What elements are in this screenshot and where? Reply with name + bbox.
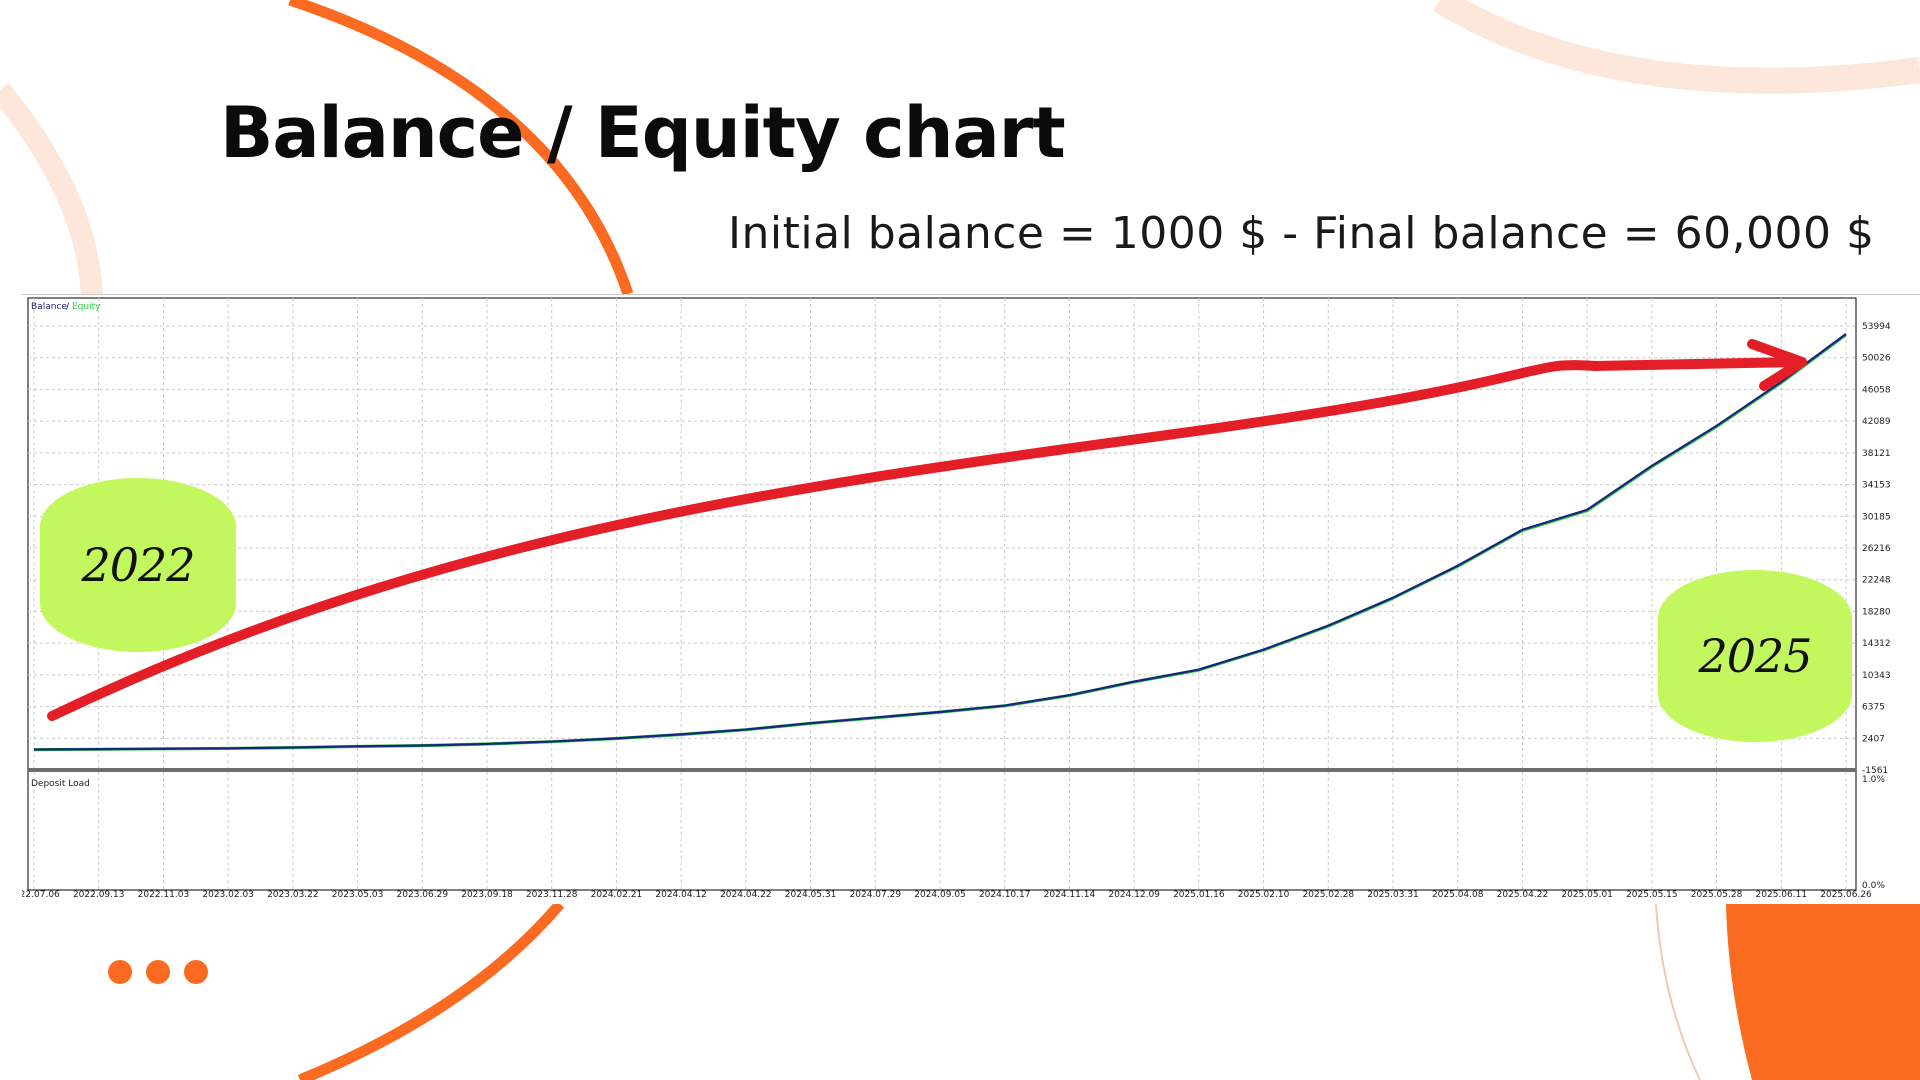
x-tick-label: 2024.11.14 bbox=[1044, 890, 1096, 900]
x-tick-label: 2024.02.21 bbox=[591, 890, 643, 900]
panel-separator bbox=[28, 768, 1856, 772]
x-tick-label: 2023.02.03 bbox=[202, 890, 254, 900]
x-tick-label: 2023.06.29 bbox=[397, 890, 449, 900]
x-tick-label: 2024.04.22 bbox=[720, 890, 772, 900]
thin-peach-arc bbox=[1655, 903, 1701, 1080]
page-title: Balance / Equity chart bbox=[220, 92, 1066, 174]
x-tick-label: 2022.07.06 bbox=[22, 890, 60, 900]
x-tick-label: 2025.06.11 bbox=[1756, 890, 1808, 900]
deposit-load-tick-bottom: 0.0% bbox=[1862, 881, 1885, 891]
balance-equity-chart: 2022.07.06 2022.09.13 2022.11.03 2023.02.03… bbox=[22, 294, 1920, 904]
legend-separator: / bbox=[66, 302, 70, 312]
y-tick-label: 38121 bbox=[1862, 449, 1891, 459]
x-tick-label: 2025.06.26 bbox=[1820, 890, 1872, 900]
x-tick-label: 2025.02.28 bbox=[1303, 890, 1355, 900]
y-tick-label: -1561 bbox=[1862, 766, 1888, 776]
y-tick-label: 46058 bbox=[1862, 385, 1891, 395]
y-tick-label: 42089 bbox=[1862, 417, 1891, 427]
x-tick-label: 2023.05.03 bbox=[332, 890, 384, 900]
y-tick-label: 26216 bbox=[1862, 544, 1891, 554]
x-tick-label: 2023.11.28 bbox=[526, 890, 578, 900]
x-tick-label: 2022.11.03 bbox=[138, 890, 190, 900]
chart-top-border bbox=[22, 294, 1920, 295]
top-right-peach-arc bbox=[1433, 0, 1920, 94]
dot bbox=[146, 960, 170, 984]
x-tick-label: 2024.09.05 bbox=[914, 890, 966, 900]
orange-arc-top bbox=[288, 0, 634, 296]
x-tick-label: 2025.04.08 bbox=[1432, 890, 1484, 900]
deposit-load-tick-top: 1.0% bbox=[1862, 775, 1885, 785]
chart-canvas: 2022.07.06 2022.09.13 2022.11.03 2023.02.03… bbox=[22, 294, 1920, 900]
balance-line bbox=[33, 333, 1847, 751]
y-tick-label: 30185 bbox=[1862, 512, 1891, 522]
x-tick-label: 2025.05.01 bbox=[1561, 890, 1613, 900]
x-tick-label: 2024.12.09 bbox=[1108, 890, 1160, 900]
y-tick-label: 2407 bbox=[1862, 734, 1885, 744]
end-year-badge: 2025 bbox=[1658, 570, 1852, 742]
orange-corner-shape bbox=[1726, 904, 1920, 1080]
y-tick-label: 18280 bbox=[1862, 607, 1891, 617]
x-tick-label: 2024.04.12 bbox=[655, 890, 707, 900]
start-year-badge: 2022 bbox=[40, 478, 236, 652]
x-tick-label: 2023.03.22 bbox=[267, 890, 319, 900]
balance-summary: Initial balance = 1000 $ - Final balance… bbox=[728, 208, 1875, 259]
x-tick-label: 2025.04.22 bbox=[1497, 890, 1549, 900]
x-tick-label: 2025.05.15 bbox=[1626, 890, 1678, 900]
x-tick-label: 2025.01.16 bbox=[1173, 890, 1225, 900]
y-tick-label: 10343 bbox=[1862, 671, 1891, 681]
x-tick-label: 2024.07.29 bbox=[850, 890, 902, 900]
y-tick-label: 34153 bbox=[1862, 481, 1891, 491]
y-tick-label: 53994 bbox=[1862, 322, 1891, 332]
dot bbox=[108, 960, 132, 984]
orange-arc-bottom bbox=[297, 900, 565, 1080]
dot bbox=[184, 960, 208, 984]
red-trend-arrow bbox=[47, 357, 1805, 721]
deposit-load-title: Deposit Load bbox=[31, 779, 90, 789]
legend-balance: Balance bbox=[31, 302, 67, 312]
left-peach-arc bbox=[0, 83, 103, 301]
y-tick-label: 6375 bbox=[1862, 703, 1885, 713]
x-tick-label: 2025.02.10 bbox=[1238, 890, 1290, 900]
x-tick-label: 2022.09.13 bbox=[73, 890, 125, 900]
y-tick-label: 14312 bbox=[1862, 639, 1891, 649]
legend-equity: Equity bbox=[72, 302, 101, 312]
x-tick-label: 2023.09.18 bbox=[461, 890, 513, 900]
x-tick-label: 2025.05.28 bbox=[1691, 890, 1743, 900]
y-tick-label: 22248 bbox=[1862, 576, 1891, 586]
y-tick-label: 50026 bbox=[1862, 354, 1891, 364]
x-tick-label: 2025.03.31 bbox=[1367, 890, 1419, 900]
pagination-dots bbox=[108, 960, 208, 984]
plot-frame bbox=[27, 297, 1857, 891]
red-arrow-head bbox=[1747, 339, 1807, 391]
x-tick-label: 2024.10.17 bbox=[979, 890, 1031, 900]
x-tick-label: 2024.05.31 bbox=[785, 890, 837, 900]
